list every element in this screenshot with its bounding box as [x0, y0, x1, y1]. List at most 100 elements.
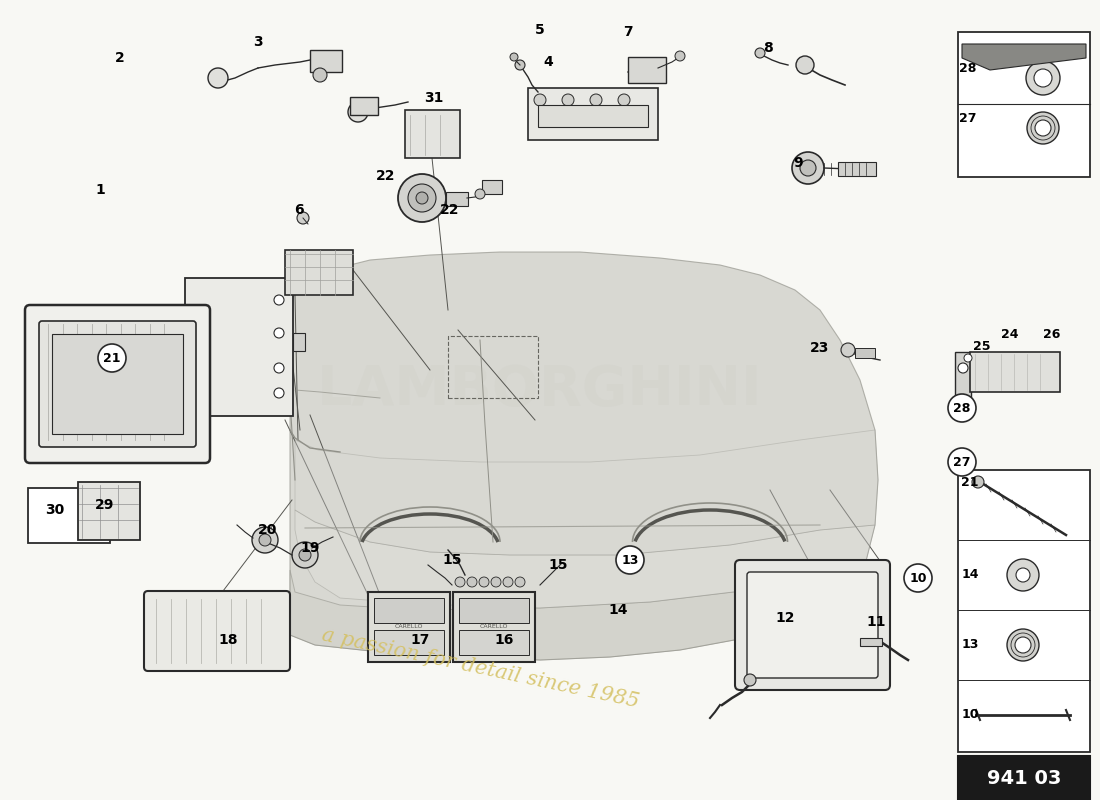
Text: 11: 11 [867, 615, 886, 629]
Bar [459, 598, 529, 623]
Circle shape [1015, 637, 1031, 653]
Circle shape [792, 152, 824, 184]
Text: 14: 14 [961, 569, 979, 582]
Bar [628, 57, 666, 83]
Polygon shape [282, 252, 878, 660]
Text: 3: 3 [253, 35, 263, 49]
Circle shape [562, 94, 574, 106]
Circle shape [964, 354, 972, 362]
Circle shape [904, 564, 932, 592]
Text: 13: 13 [621, 554, 639, 566]
Circle shape [616, 546, 644, 574]
Text: 14: 14 [608, 603, 628, 617]
Text: 25: 25 [974, 339, 991, 353]
Text: 5: 5 [535, 23, 544, 37]
Bar [459, 630, 529, 655]
FancyBboxPatch shape [747, 572, 878, 678]
Text: 16: 16 [494, 633, 514, 647]
Text: 27: 27 [954, 455, 970, 469]
Circle shape [958, 363, 968, 373]
Circle shape [675, 51, 685, 61]
FancyBboxPatch shape [25, 305, 210, 463]
Bar [374, 630, 444, 655]
Text: 28: 28 [959, 62, 977, 74]
Text: 19: 19 [300, 541, 320, 555]
Circle shape [744, 674, 756, 686]
Bar [350, 97, 378, 115]
Text: 22: 22 [376, 169, 396, 183]
Bar [970, 352, 1060, 392]
Bar [368, 592, 450, 662]
Circle shape [1026, 61, 1060, 95]
Text: 15: 15 [442, 553, 462, 567]
Circle shape [515, 577, 525, 587]
Circle shape [274, 328, 284, 338]
Circle shape [503, 577, 513, 587]
Circle shape [468, 577, 477, 587]
Circle shape [800, 160, 816, 176]
Polygon shape [962, 44, 1086, 70]
Circle shape [796, 56, 814, 74]
Text: 31: 31 [425, 91, 443, 105]
Circle shape [274, 388, 284, 398]
Circle shape [1006, 559, 1040, 591]
Circle shape [348, 102, 369, 122]
Text: 2: 2 [116, 51, 125, 65]
Circle shape [534, 94, 546, 106]
Circle shape [274, 363, 284, 373]
Text: 10: 10 [910, 571, 926, 585]
Circle shape [252, 527, 278, 553]
Text: 6: 6 [294, 203, 304, 217]
Text: 12: 12 [776, 611, 794, 625]
Bar [374, 598, 444, 623]
Circle shape [416, 192, 428, 204]
Circle shape [510, 53, 518, 61]
Text: a passion for detail since 1985: a passion for detail since 1985 [320, 625, 640, 711]
Text: 22: 22 [440, 203, 460, 217]
Circle shape [314, 68, 327, 82]
Text: 23: 23 [811, 341, 829, 355]
Bar [955, 352, 971, 400]
Text: 24: 24 [1001, 329, 1019, 342]
FancyBboxPatch shape [144, 591, 290, 671]
FancyBboxPatch shape [39, 321, 196, 447]
Circle shape [755, 48, 764, 58]
Text: LAMBORGHINI: LAMBORGHINI [317, 363, 762, 417]
Circle shape [618, 94, 630, 106]
Circle shape [258, 534, 271, 546]
Text: CARELLO: CARELLO [480, 625, 508, 630]
Text: 20: 20 [258, 523, 277, 537]
Polygon shape [295, 510, 874, 608]
Circle shape [1016, 568, 1030, 582]
Text: CARELLO: CARELLO [395, 625, 424, 630]
Bar [405, 110, 460, 158]
Bar [446, 192, 468, 206]
Text: 10: 10 [961, 709, 979, 722]
Circle shape [972, 476, 984, 488]
Polygon shape [290, 565, 865, 660]
Bar [78, 482, 140, 540]
Text: 27: 27 [959, 111, 977, 125]
Bar [528, 88, 658, 140]
Bar [958, 32, 1090, 177]
Circle shape [208, 68, 228, 88]
Circle shape [1035, 120, 1050, 136]
FancyBboxPatch shape [735, 560, 890, 690]
Bar [28, 488, 110, 543]
Circle shape [1006, 629, 1040, 661]
Circle shape [408, 184, 436, 212]
Bar [52, 334, 183, 434]
Circle shape [297, 212, 309, 224]
Circle shape [478, 577, 490, 587]
Circle shape [274, 295, 284, 305]
Circle shape [1027, 112, 1059, 144]
Text: 26: 26 [1043, 329, 1060, 342]
Text: 17: 17 [410, 633, 430, 647]
Polygon shape [295, 430, 878, 555]
Bar [293, 333, 305, 351]
Circle shape [299, 549, 311, 561]
Circle shape [842, 343, 855, 357]
Text: 15: 15 [548, 558, 568, 572]
Text: 4: 4 [543, 55, 553, 69]
Text: 30: 30 [45, 503, 65, 517]
